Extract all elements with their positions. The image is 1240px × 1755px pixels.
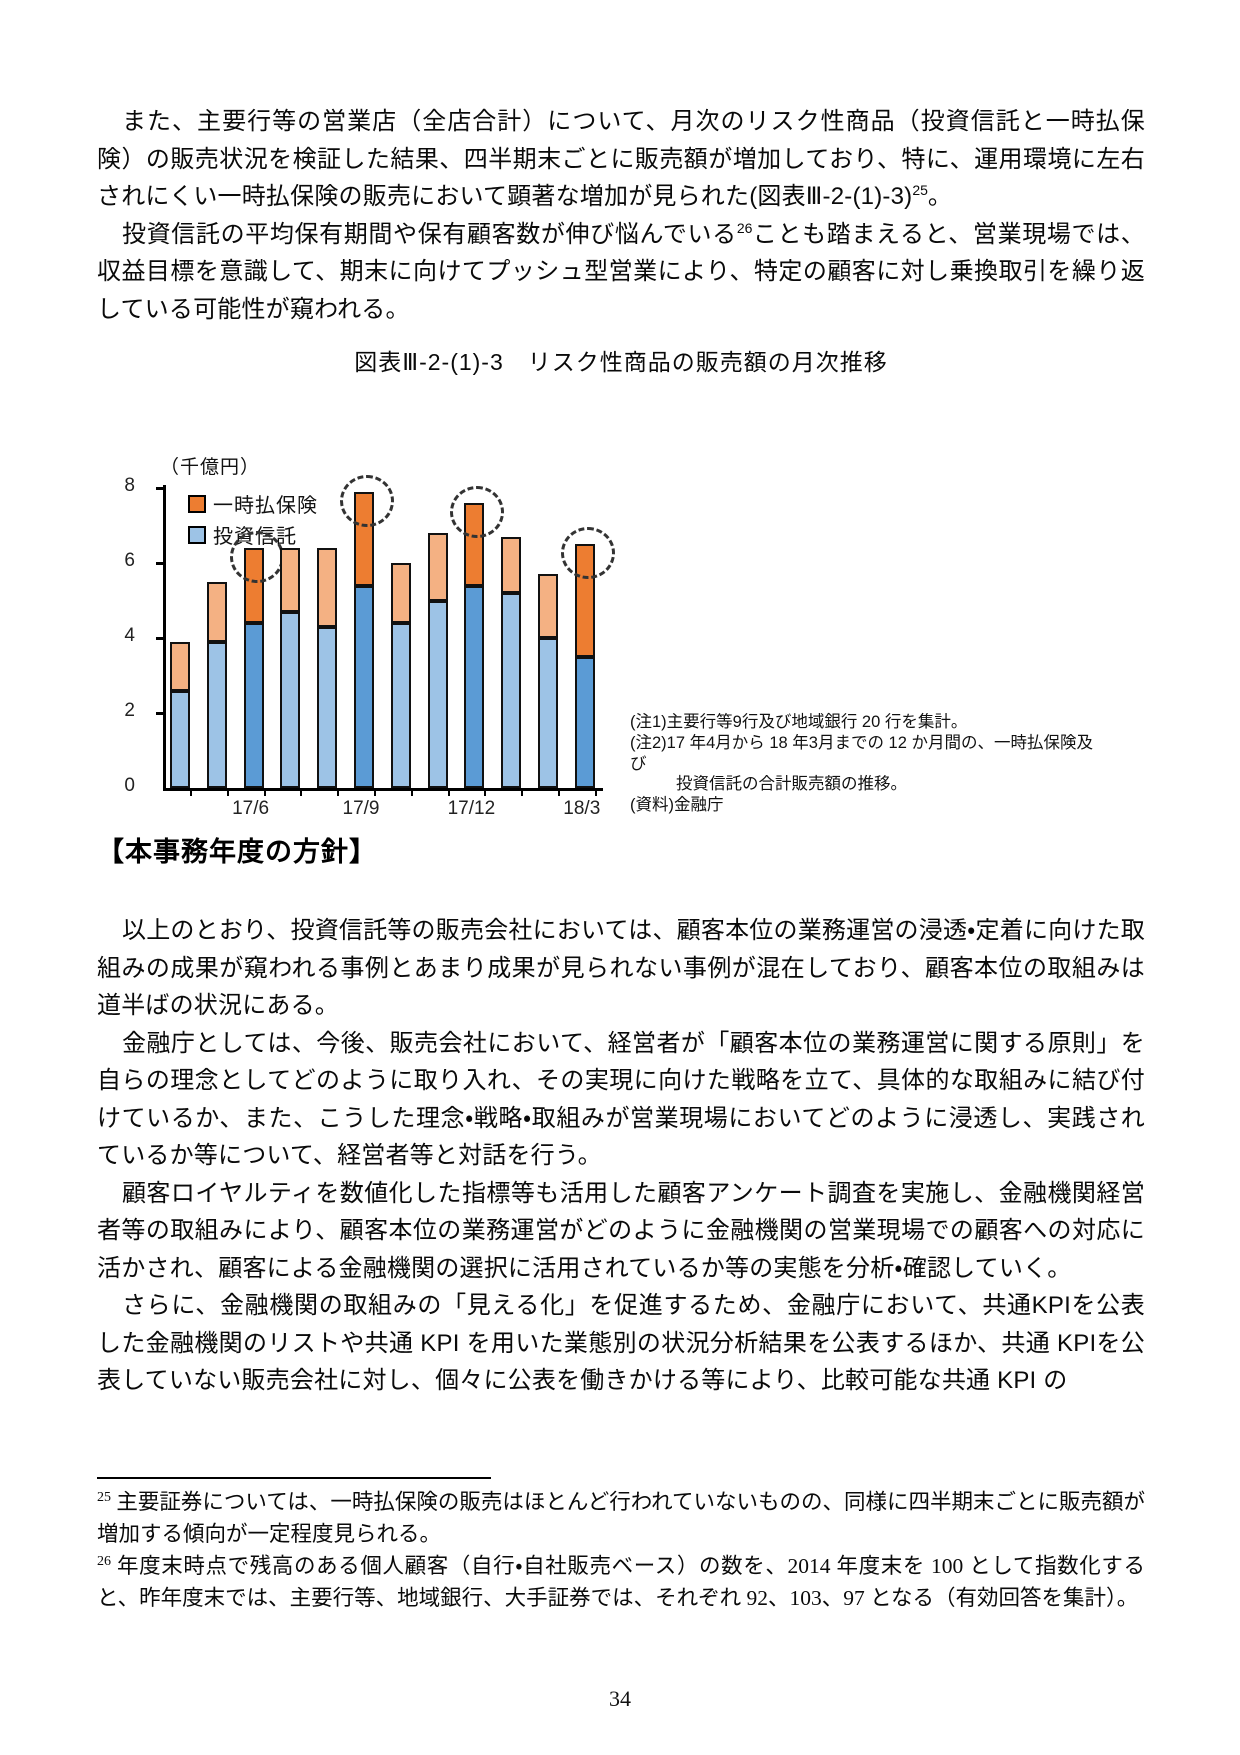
y-tick-label-4: 4	[124, 625, 135, 646]
bar-insurance-17/11	[427, 533, 448, 601]
footnote-25-marker: 25	[97, 1489, 111, 1505]
figure-title: 図表Ⅲ-2-(1)-3 リスク性商品の販売額の月次推移	[354, 349, 888, 375]
footnote-divider	[97, 1477, 491, 1479]
x-tick-label-17/9: 17/9	[342, 798, 380, 819]
bar-trust-17/4	[170, 690, 190, 788]
intro-paragraphs: また、主要行等の営業店（全店合計）について、月次のリスク性商品（投資信託と一時払…	[97, 103, 1145, 328]
x-tick-mark-8	[484, 790, 487, 796]
bar-trust-17/12	[464, 585, 485, 788]
footnote-26: 26 年度末時点で残高のある個人顧客（自行・自社販売ベース）の数を、2014 年…	[97, 1551, 1145, 1614]
x-tick-mark-3	[300, 790, 303, 796]
paragraph-1-text: また、主要行等の営業店（全店合計）について、月次のリスク性商品（投資信託と一時払…	[97, 108, 1145, 210]
bar-insurance-17/7	[280, 548, 301, 612]
bar-trust-17/7	[280, 611, 301, 788]
x-tick-mark-11	[594, 790, 597, 796]
paragraph-common-kpi: さらに、金融機関の取組みの「見える化」を促進するため、金融庁において、共通KPI…	[97, 1292, 1145, 1394]
bar-trust-18/1	[501, 593, 522, 788]
chart-plot-area: 一時払保険 投資信託	[163, 474, 615, 791]
x-tick-label-17/12: 17/12	[447, 798, 496, 819]
x-tick-mark-4	[337, 790, 340, 796]
bar-trust-17/8	[317, 626, 338, 788]
bar-insurance-18/1	[501, 536, 522, 593]
quarter-end-circle-17/9	[340, 474, 394, 527]
quarter-end-circle-18/3	[560, 527, 615, 580]
x-tick-mark-1	[226, 790, 229, 796]
bar-insurance-17/5	[206, 581, 227, 642]
chart-note-1: (注1)主要行等9行及び地域銀行 20 行を集計。	[630, 713, 968, 731]
legend-swatch-trust	[188, 525, 206, 544]
footnote-ref-26: 26	[736, 219, 753, 236]
paragraph-customer-survey: 顧客ロイヤルティを数値化した指標等も活用した顧客アンケート調査を実施し、金融機関…	[97, 1179, 1145, 1282]
chart-note-2: (注2)17 年4月から 18 年3月までの 12 か月間の、一時払保険及び	[630, 733, 1093, 773]
y-tick-mark-4	[156, 637, 163, 640]
paragraph-2-text: 投資信託の平均保有期間や保有顧客数が伸び悩んでいる	[122, 220, 737, 248]
footnote-25-text: 主要証券については、一時払保険の販売はほとんど行われていないものの、同様に四半期…	[97, 1490, 1146, 1546]
y-tick-mark-6	[156, 562, 163, 565]
x-tick-mark-0	[190, 790, 192, 796]
legend-item-insurance: 一時払保険	[188, 488, 318, 519]
chart-note-source: (資料)金融庁	[630, 796, 724, 815]
x-tick-mark-2	[263, 790, 266, 796]
bar-insurance-17/10	[390, 563, 411, 623]
y-tick-label-0: 0	[124, 775, 135, 796]
paragraph-summary: 以上のとおり、投資信託等の販売会社においては、顧客本位の業務運営の浸透・定着に向…	[97, 917, 1145, 1019]
y-tick-label-6: 6	[124, 550, 135, 571]
policy-paragraphs: 以上のとおり、投資信託等の販売会社においては、顧客本位の業務運営の浸透・定着に向…	[97, 912, 1145, 1400]
paragraph-1-tail: 。	[927, 183, 953, 210]
bar-trust-17/10	[390, 623, 411, 788]
x-tick-mark-7	[447, 790, 450, 796]
footnote-26-marker: 26	[97, 1553, 111, 1569]
y-tick-mark-2	[156, 712, 163, 715]
bar-trust-17/9	[354, 585, 374, 788]
x-tick-label-17/6: 17/6	[232, 798, 270, 819]
x-tick-mark-10	[558, 790, 560, 796]
page-number: 34	[609, 1686, 631, 1711]
paragraph-investment-trust: 投資信託の平均保有期間や保有顧客数が伸び悩んでいる26ことも踏まえると、営業現場…	[97, 216, 1145, 329]
legend-label-insurance: 一時払保険	[213, 495, 318, 517]
bar-trust-18/2	[538, 638, 558, 788]
footnote-ref-25: 25	[912, 182, 928, 198]
x-tick-label-18/3: 18/3	[563, 798, 601, 819]
y-tick-label-2: 2	[124, 700, 135, 721]
footnote-26-text: 年度末時点で残高のある個人顧客（自行・自社販売ベース）の数を、2014 年度末を…	[97, 1554, 1145, 1610]
legend-swatch-insurance	[188, 494, 206, 513]
x-tick-mark-5	[374, 790, 376, 796]
paragraph-2-tail: ことも踏まえると、営業現場では、収益目標を意識して、期末に向けてプッシュ型営業に…	[97, 220, 1145, 323]
bar-insurance-17/8	[317, 548, 338, 627]
bar-trust-17/6	[243, 623, 264, 788]
footnotes: 25 主要証券については、一時払保険の販売はほとんど行われていないものの、同様に…	[97, 1487, 1145, 1615]
paragraph-risk-products: また、主要行等の営業店（全店合計）について、月次のリスク性商品（投資信託と一時払…	[97, 103, 1145, 216]
x-tick-mark-6	[410, 790, 413, 796]
section-heading: 【本事務年度の方針】	[97, 837, 377, 867]
bar-trust-18/3	[574, 656, 595, 788]
y-tick-mark-8	[156, 487, 163, 490]
chart-note-2-continued: 投資信託の合計販売額の推移。	[676, 775, 907, 794]
bar-insurance-18/2	[538, 574, 558, 638]
chart-legend: 一時払保険 投資信託	[188, 488, 318, 550]
x-tick-mark-9	[521, 790, 524, 796]
quarter-end-circle-17/12	[450, 486, 505, 538]
y-axis-unit-label: （千億円）	[160, 457, 261, 478]
chart-notes: (注1)主要行等9行及び地域銀行 20 行を集計。 (注2)17 年4月から 1…	[630, 712, 1100, 816]
bar-trust-17/5	[206, 641, 227, 788]
y-tick-label-8: 8	[124, 475, 135, 496]
bar-insurance-17/4	[170, 641, 190, 691]
quarter-end-circle-17/6	[229, 531, 284, 583]
paragraph-fsa-dialogue: 金融庁としては、今後、販売会社において、経営者が「顧客本位の業務運営に関する原則…	[97, 1029, 1145, 1170]
bar-trust-17/11	[427, 600, 448, 788]
footnote-25: 25 主要証券については、一時払保険の販売はほとんど行われていないものの、同様に…	[97, 1487, 1145, 1550]
